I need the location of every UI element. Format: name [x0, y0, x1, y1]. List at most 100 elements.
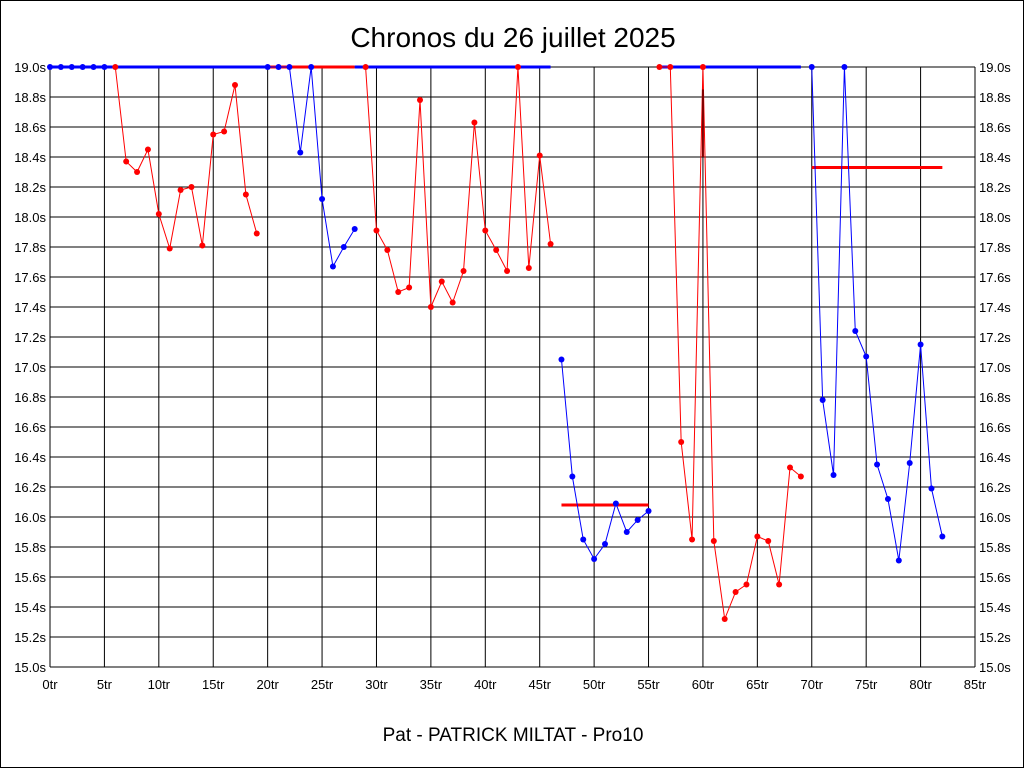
data-point — [482, 227, 489, 234]
data-point — [112, 64, 119, 70]
data-point — [569, 473, 576, 480]
data-point — [689, 536, 696, 543]
y-tick-label-left: 16.0s — [14, 510, 46, 525]
y-tick-label-right: 16.2s — [979, 480, 1011, 495]
data-point — [79, 64, 86, 70]
data-point — [166, 245, 173, 252]
y-tick-label-left: 15.8s — [14, 540, 46, 555]
data-point — [134, 169, 141, 175]
data-point — [57, 64, 64, 70]
data-point — [504, 268, 511, 274]
data-point — [874, 461, 881, 468]
data-point — [939, 533, 946, 540]
x-tick-label: 35tr — [420, 677, 443, 692]
data-point — [884, 496, 891, 502]
y-tick-label-left: 18.0s — [14, 210, 46, 225]
y-tick-label-left: 16.8s — [14, 390, 46, 405]
data-point — [460, 268, 467, 274]
series-line — [114, 66, 258, 249]
data-point — [351, 226, 358, 232]
x-tick-label: 70tr — [801, 677, 824, 692]
data-point — [221, 128, 228, 135]
data-point — [765, 538, 772, 544]
data-point — [90, 64, 97, 70]
y-tick-label-right: 15.6s — [979, 570, 1011, 585]
y-tick-label-left: 17.2s — [14, 330, 46, 345]
data-point — [286, 64, 293, 70]
data-point — [514, 64, 521, 70]
chart-footer: Pat - PATRICK MILTAT - Pro10 — [383, 725, 644, 746]
data-point — [308, 64, 315, 70]
data-point — [253, 230, 260, 237]
data-point — [645, 508, 652, 514]
data-point — [754, 533, 761, 540]
x-tick-label: 80tr — [909, 677, 932, 692]
x-tick-label: 40tr — [474, 677, 497, 692]
data-point — [906, 460, 913, 466]
y-tick-label-right: 18.8s — [979, 90, 1011, 105]
y-tick-label-right: 16.6s — [979, 420, 1011, 435]
series-line — [659, 66, 802, 621]
data-point — [895, 557, 902, 564]
data-point — [395, 289, 402, 295]
data-point — [68, 64, 75, 70]
chart-title: Chronos du 26 juillet 2025 — [350, 22, 675, 53]
x-tick-label: 25tr — [311, 677, 334, 692]
data-point — [449, 299, 456, 306]
x-tick-label: 60tr — [692, 677, 715, 692]
data-point — [667, 64, 674, 70]
y-tick-label-right: 18.2s — [979, 180, 1011, 195]
y-tick-label-right: 18.0s — [979, 210, 1011, 225]
y-tick-label-left: 15.0s — [14, 660, 46, 675]
y-tick-label-right: 18.4s — [979, 150, 1011, 165]
data-point — [340, 244, 347, 250]
data-point — [602, 541, 608, 547]
x-tick-label: 0tr — [42, 677, 58, 692]
data-point — [275, 64, 282, 70]
y-tick-label-left: 17.4s — [14, 300, 46, 315]
x-tick-label: 65tr — [746, 677, 769, 692]
data-point — [329, 263, 336, 270]
y-tick-label-left: 19.0s — [14, 60, 46, 75]
data-point — [319, 196, 326, 202]
data-point — [232, 82, 238, 88]
data-point — [438, 278, 445, 285]
y-tick-label-right: 16.8s — [979, 390, 1011, 405]
data-point — [678, 439, 685, 445]
x-tick-label: 85tr — [964, 677, 987, 692]
data-point — [558, 356, 565, 363]
data-point — [591, 556, 598, 562]
data-point — [612, 500, 619, 507]
data-point — [743, 581, 750, 588]
data-point — [123, 158, 130, 165]
data-point — [830, 472, 837, 478]
data-point — [177, 187, 184, 193]
data-point — [210, 131, 217, 138]
data-point — [427, 304, 434, 310]
data-point — [406, 284, 413, 291]
y-tick-label-left: 17.8s — [14, 240, 46, 255]
data-point — [787, 464, 793, 471]
data-point — [547, 241, 554, 247]
y-tick-label-right: 18.6s — [979, 120, 1011, 135]
data-point — [417, 97, 423, 103]
data-point — [776, 581, 783, 588]
data-point — [699, 64, 706, 70]
data-point — [47, 64, 53, 70]
x-tick-label: 75tr — [855, 677, 878, 692]
series-line — [365, 66, 552, 308]
y-tick-label-right: 17.2s — [979, 330, 1011, 345]
data-point — [471, 119, 478, 126]
data-point — [656, 64, 663, 70]
data-point — [144, 146, 151, 153]
data-point — [580, 536, 587, 543]
data-point — [362, 64, 369, 70]
y-tick-label-right: 15.8s — [979, 540, 1011, 555]
data-point — [384, 247, 391, 253]
data-point — [928, 485, 935, 492]
y-tick-label-left: 18.8s — [14, 90, 46, 105]
data-point — [525, 265, 532, 271]
y-tick-label-left: 18.2s — [14, 180, 46, 195]
x-tick-label: 20tr — [256, 677, 279, 692]
